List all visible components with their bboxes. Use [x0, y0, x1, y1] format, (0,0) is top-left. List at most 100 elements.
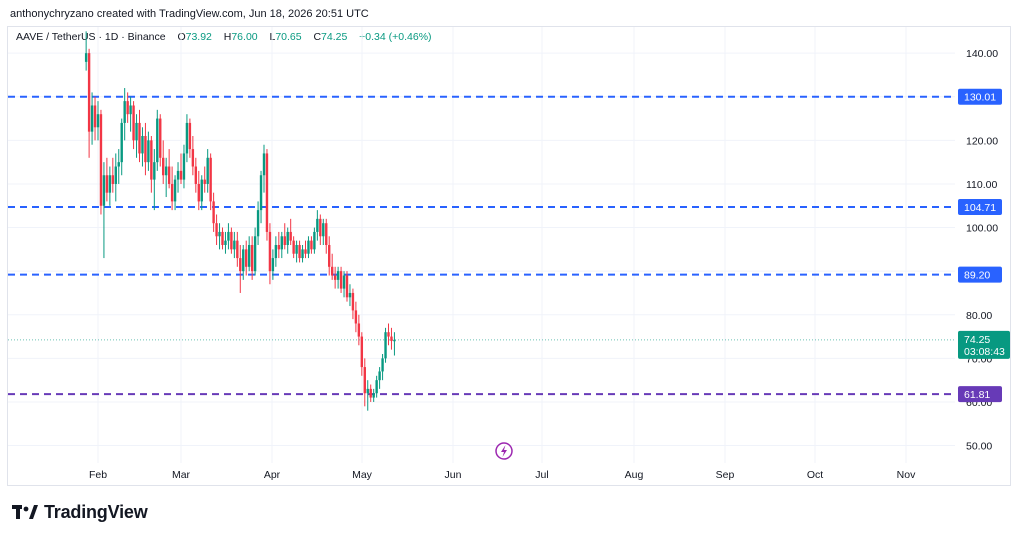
candle-body [212, 201, 215, 224]
x-tick-label: Sep [716, 469, 735, 481]
low-value: 70.65 [275, 31, 302, 43]
y-tick-label: 110.00 [966, 179, 997, 191]
level-badge [958, 266, 1002, 283]
candle-body [153, 162, 156, 180]
candle-body [286, 231, 289, 245]
candle-body [87, 53, 91, 132]
candle-body [173, 179, 177, 202]
candle-body [176, 170, 180, 180]
level-badge-label: 89.20 [964, 270, 990, 282]
tradingview-logo-text: TradingView [44, 502, 148, 522]
candle-body [262, 153, 266, 176]
candle-body [141, 136, 144, 154]
candle-body [247, 245, 251, 267]
candle-body [390, 336, 393, 341]
candle-body [191, 149, 195, 167]
candle-body [185, 122, 189, 154]
candle-body [268, 231, 272, 272]
candle-body [111, 175, 115, 184]
candle-body [319, 218, 322, 237]
x-tick-label: Oct [807, 469, 823, 481]
candle-body [375, 380, 378, 394]
candle-body [144, 136, 147, 163]
candle-body [239, 258, 242, 272]
candle-body [129, 105, 132, 115]
candle-body [366, 388, 369, 394]
candle-body [242, 249, 245, 272]
last-price-label: 74.25 [964, 334, 990, 346]
candle-body [298, 245, 301, 259]
candle-body [325, 223, 328, 245]
candle-body [164, 166, 168, 176]
lightning-bolt-icon [501, 445, 507, 457]
candle-body [301, 249, 304, 259]
candle-body [372, 393, 375, 398]
candle-body [313, 231, 316, 250]
high-value: 76.00 [231, 31, 258, 43]
candle-body [295, 245, 298, 254]
open-value: 73.92 [185, 31, 212, 43]
candle-body [274, 245, 278, 259]
candle-body [147, 140, 150, 163]
attribution-header: anthonychryzano created with TradingView… [10, 8, 369, 20]
candle-body [203, 179, 206, 184]
candle-body [322, 223, 325, 237]
level-badge-label: 104.71 [964, 202, 996, 214]
candle-body [99, 114, 103, 206]
candle-body [283, 236, 286, 245]
candle-body [342, 275, 346, 289]
x-tick-label: Nov [897, 469, 916, 481]
candle-body [159, 118, 162, 158]
candle-body [102, 175, 106, 206]
candle-body [363, 367, 366, 394]
candle-body [354, 310, 358, 324]
candle-body [233, 240, 236, 250]
close-value: 74.25 [321, 31, 348, 43]
candle-body [351, 292, 355, 311]
open-label: O [177, 31, 186, 43]
candle-body [200, 179, 203, 202]
candle-body [271, 258, 275, 272]
candle-body [179, 170, 183, 180]
candle-body [348, 292, 352, 298]
candle-body [162, 157, 165, 176]
candle-body [114, 166, 117, 184]
candle-body [135, 122, 138, 141]
candle-body [117, 162, 120, 167]
x-tick-label: Aug [625, 469, 644, 481]
candle-body [170, 183, 174, 202]
candle-body [265, 153, 269, 232]
candle-body [150, 140, 153, 180]
level-badge-label: 130.01 [964, 92, 996, 104]
candle-body [120, 122, 123, 163]
x-tick-label: Jul [535, 469, 548, 481]
candle-body [289, 231, 292, 241]
candle-body [167, 166, 171, 184]
candle-body [84, 53, 88, 62]
candle-body [250, 245, 254, 272]
candle-body [310, 240, 313, 250]
tradingview-logo[interactable]: TradingView [12, 502, 148, 523]
candle-body [259, 175, 263, 211]
candle-body [227, 231, 230, 241]
candle-body [93, 105, 97, 128]
candle-body [369, 388, 372, 398]
candle-body [253, 236, 257, 272]
level-badge [958, 199, 1002, 216]
x-tick-label: Mar [172, 469, 191, 481]
candle-body [357, 323, 361, 337]
candle-body [339, 271, 343, 289]
candle-body [360, 336, 364, 368]
symbol-label[interactable]: AAVE / TetherUS · 1D · Binance [16, 31, 166, 43]
candle-body [224, 240, 227, 245]
candle-body [384, 332, 387, 359]
candle-body [277, 245, 281, 250]
candle-body [280, 236, 283, 250]
y-tick-label: 50.00 [966, 441, 992, 453]
candle-body [126, 101, 129, 115]
candle-body [378, 371, 381, 381]
candle-body [209, 157, 212, 202]
x-tick-label: Apr [264, 469, 281, 481]
chart-frame [7, 26, 1011, 486]
